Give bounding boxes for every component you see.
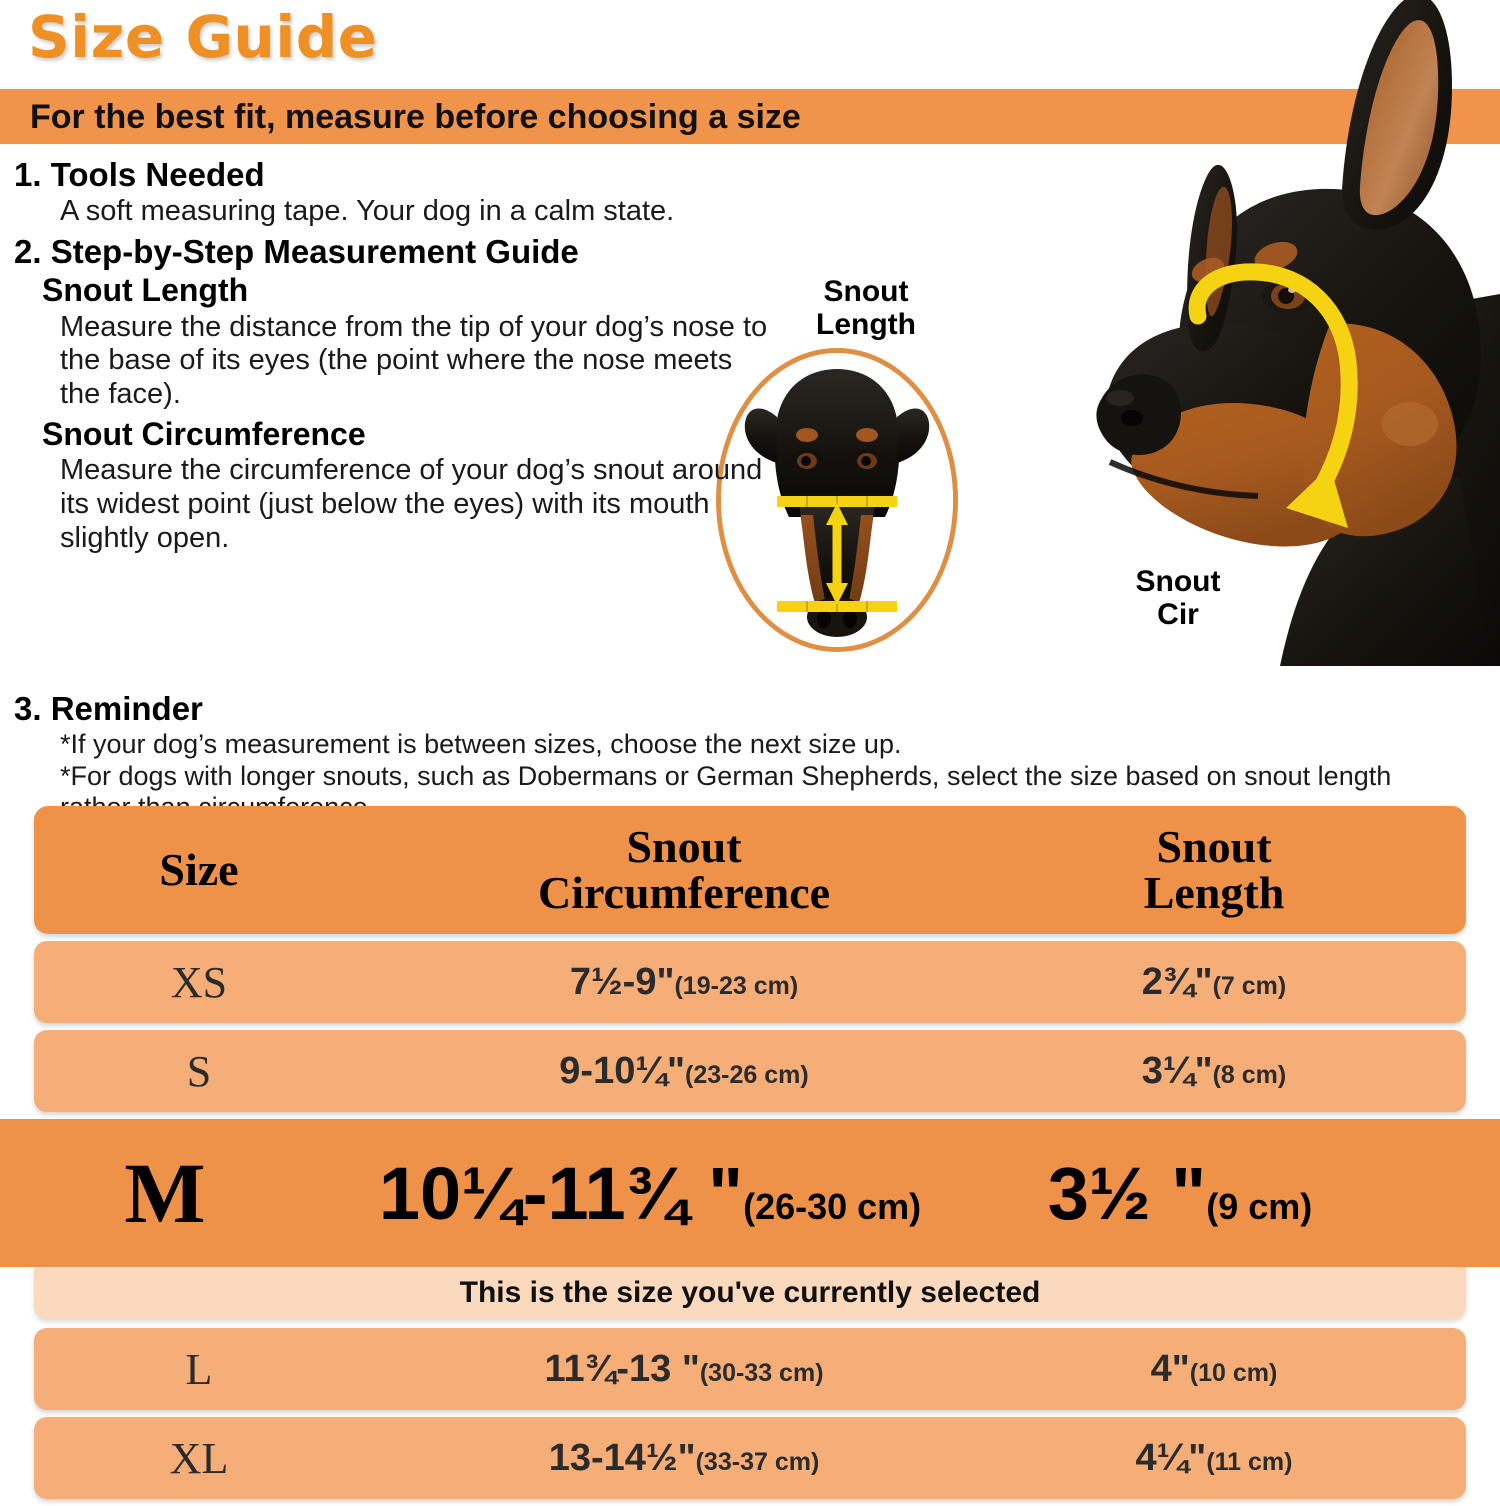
snout-cir-diagram-label: Snout Cir bbox=[1098, 565, 1258, 631]
page-title: Size Guide bbox=[28, 3, 378, 71]
table-row-selected[interactable]: M 10¼-11¾ "(26-30 cm) 3½ "(9 cm) bbox=[0, 1119, 1500, 1267]
row-circumference-in: 13-14½" bbox=[548, 1436, 696, 1479]
dog-photo-front-view bbox=[721, 353, 953, 647]
table-row[interactable]: XS 7½-9"(19-23 cm) 2¾"(7 cm) bbox=[34, 941, 1466, 1023]
instructions-panel: 1. Tools Needed A soft measuring tape. Y… bbox=[14, 156, 774, 560]
row-length-in: 4¼" bbox=[1135, 1436, 1207, 1479]
row-size: M bbox=[124, 1145, 206, 1241]
header-circumference-line1: Snout bbox=[626, 821, 742, 872]
header-length: Snout Length bbox=[1004, 824, 1424, 916]
header-length-line1: Snout bbox=[1156, 821, 1272, 872]
row-length: 3½ "(9 cm) bbox=[970, 1151, 1390, 1236]
step-3-heading: 3. Reminder bbox=[14, 690, 203, 727]
row-circumference-cm: (26-30 cm) bbox=[743, 1185, 922, 1227]
snout-circumference-heading: Snout Circumference bbox=[42, 416, 366, 453]
selected-size-banner: This is the size you've currently select… bbox=[34, 1267, 1466, 1319]
snout-cir-label-line2: Cir bbox=[1157, 598, 1199, 631]
diagram-circle-frame bbox=[716, 348, 958, 652]
row-length-in: 3½ " bbox=[1047, 1151, 1207, 1235]
step-1-heading: 1. Tools Needed bbox=[14, 156, 265, 193]
row-circumference-cm: (23-26 cm) bbox=[685, 1060, 809, 1089]
row-circumference: 9-10¼"(23-26 cm) bbox=[364, 1050, 1004, 1093]
table-row[interactable]: L 11¾-13 "(30-33 cm) 4"(10 cm) bbox=[34, 1328, 1466, 1410]
row-length-cm: (7 cm) bbox=[1212, 971, 1287, 1000]
row-circumference: 11¾-13 "(30-33 cm) bbox=[364, 1348, 1004, 1391]
size-table: Size Snout Circumference Snout Length XS… bbox=[0, 806, 1500, 1506]
subtitle-bar bbox=[0, 89, 1500, 144]
row-circumference: 10¼-11¾ "(26-30 cm) bbox=[330, 1151, 970, 1236]
row-circumference: 7½-9"(19-23 cm) bbox=[364, 961, 1004, 1004]
snout-length-heading: Snout Length bbox=[42, 272, 249, 309]
row-length-cm: (10 cm) bbox=[1189, 1358, 1278, 1387]
selected-size-banner-text: This is the size you've currently select… bbox=[459, 1276, 1041, 1309]
row-circumference-cm: (33-37 cm) bbox=[695, 1447, 820, 1476]
header-size: Size bbox=[159, 844, 239, 895]
snout-cir-label-line1: Snout bbox=[1135, 565, 1221, 598]
table-header-row: Size Snout Circumference Snout Length bbox=[34, 806, 1466, 934]
row-length: 2¾"(7 cm) bbox=[1004, 961, 1424, 1004]
row-size: XL bbox=[169, 1433, 229, 1483]
snout-length-diagram-label: Snout Length bbox=[776, 275, 956, 341]
row-length-in: 4" bbox=[1150, 1347, 1190, 1390]
row-circumference-in: 7½-9" bbox=[569, 960, 675, 1003]
step-2-heading: 2. Step-by-Step Measurement Guide bbox=[14, 233, 579, 271]
row-size: XS bbox=[170, 957, 228, 1007]
row-length-in: 2¾" bbox=[1141, 960, 1213, 1003]
row-length-cm: (9 cm) bbox=[1206, 1185, 1313, 1227]
row-length: 4¼"(11 cm) bbox=[1004, 1437, 1424, 1480]
row-length-in: 3¼" bbox=[1141, 1049, 1213, 1092]
page-title-wrap: Size Guide bbox=[28, 8, 378, 66]
row-circumference-in: 10¼-11¾ " bbox=[378, 1151, 744, 1235]
row-length-cm: (11 cm) bbox=[1206, 1447, 1293, 1476]
row-circumference-cm: (19-23 cm) bbox=[674, 971, 799, 1000]
snout-length-text: Measure the distance from the tip of you… bbox=[60, 310, 768, 411]
row-length-cm: (8 cm) bbox=[1212, 1060, 1287, 1089]
row-spacer bbox=[0, 1319, 1500, 1328]
step-1-text: A soft measuring tape. Your dog in a cal… bbox=[60, 195, 675, 228]
header-circumference-line2: Circumference bbox=[537, 867, 831, 918]
reminder-line-1: *If your dog’s measurement is between si… bbox=[60, 729, 902, 760]
row-length: 3¼"(8 cm) bbox=[1004, 1050, 1424, 1093]
row-circumference-in: 9-10¼" bbox=[559, 1049, 686, 1092]
snout-length-measure-marks bbox=[777, 496, 897, 612]
row-circumference-cm: (30-33 cm) bbox=[699, 1358, 824, 1387]
row-circumference: 13-14½"(33-37 cm) bbox=[364, 1437, 1004, 1480]
snout-circumference-arrow bbox=[1188, 263, 1358, 528]
row-size: S bbox=[186, 1046, 212, 1096]
row-size: L bbox=[185, 1344, 213, 1394]
snout-circumference-text: Measure the circumference of your dog’s … bbox=[60, 454, 763, 555]
row-circumference-in: 11¾-13 " bbox=[544, 1347, 700, 1390]
header-length-line2: Length bbox=[1143, 867, 1285, 918]
row-length: 4"(10 cm) bbox=[1004, 1348, 1424, 1391]
table-row[interactable]: XL 13-14½"(33-37 cm) 4¼"(11 cm) bbox=[34, 1417, 1466, 1499]
reminder-panel: 3. Reminder *If your dog’s measurement i… bbox=[14, 690, 1454, 823]
page-subtitle: For the best fit, measure before choosin… bbox=[30, 98, 801, 136]
snout-length-label-line1: Snout bbox=[823, 275, 909, 308]
snout-length-diagram bbox=[716, 348, 958, 652]
header-circumference: Snout Circumference bbox=[364, 824, 1004, 916]
table-row[interactable]: S 9-10¼"(23-26 cm) 3¼"(8 cm) bbox=[34, 1030, 1466, 1112]
dog-photo-side-view bbox=[1080, 0, 1500, 674]
snout-length-label-line2: Length bbox=[816, 308, 916, 341]
